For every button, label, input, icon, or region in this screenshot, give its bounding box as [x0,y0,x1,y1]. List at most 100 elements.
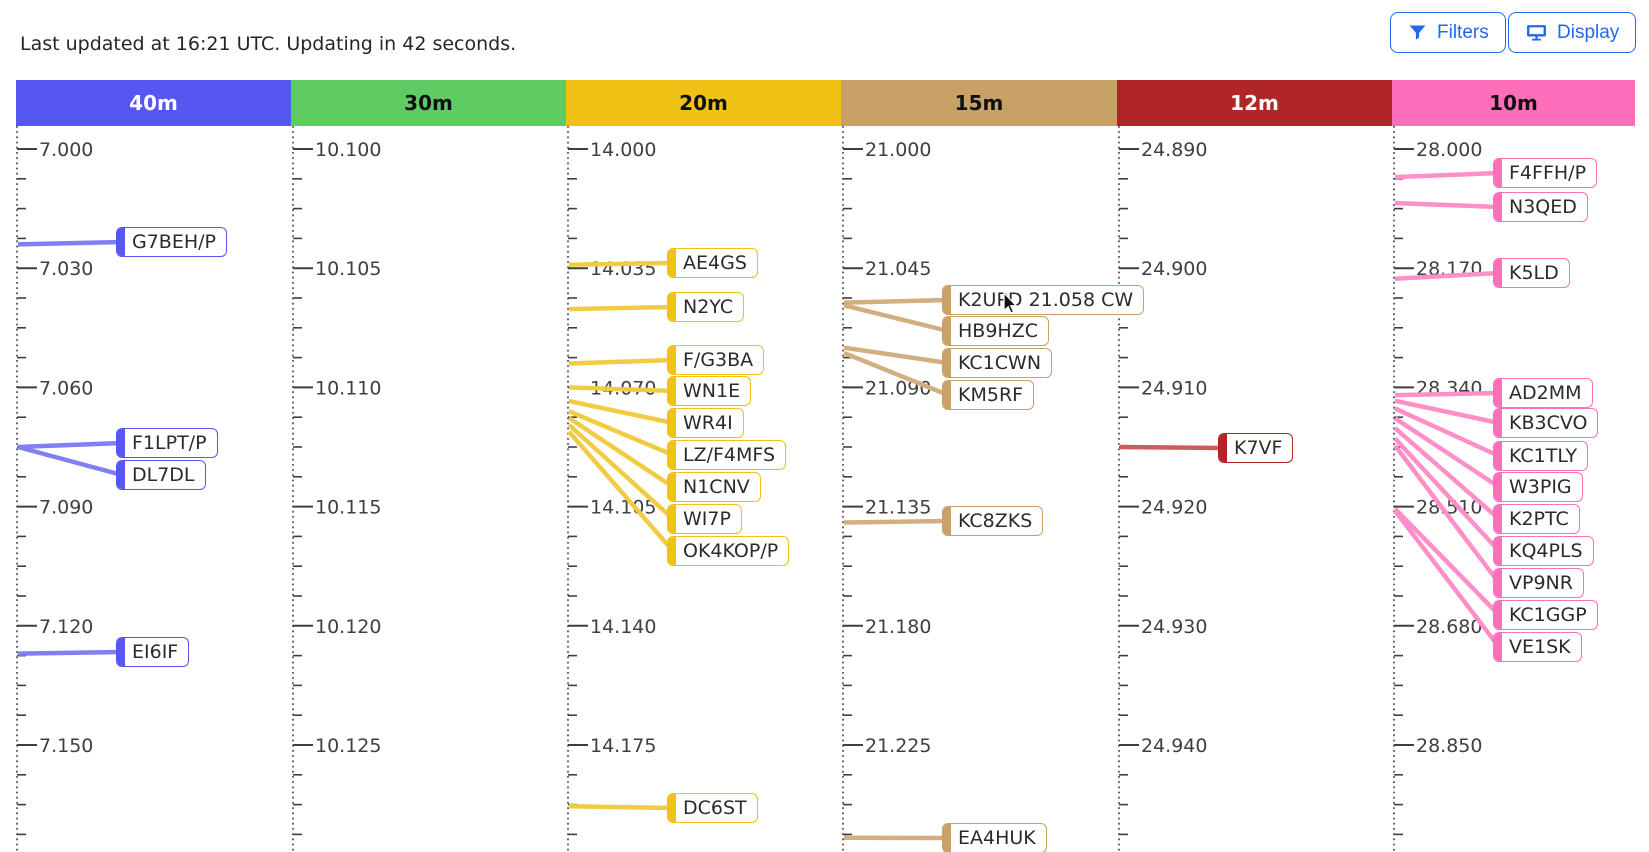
spot-label[interactable]: N1CNV [667,472,761,502]
tick-label: 7.150 [39,735,93,757]
spot-callsign: LZ/F4MFS [683,444,776,466]
spot-accent-bar [1494,537,1502,565]
spot-connector [568,804,674,811]
spot-accent-bar [1494,442,1502,470]
spot-accent-bar [1494,379,1502,407]
spot-connector [843,518,949,525]
tick-label: 14.175 [590,735,656,757]
spot-callsign: AE4GS [683,252,747,274]
spot-accent-bar [1494,473,1502,501]
spot-label[interactable]: KC1CWN [942,348,1053,378]
spot-accent-bar [117,638,125,666]
spot-label-hovered[interactable]: K2UPD 21.058 CW [942,285,1145,315]
spot-connector [1394,406,1500,459]
spot-label[interactable]: WR4I [667,408,744,438]
spot-connector [568,385,674,394]
spot-callsign: G7BEH/P [132,231,216,253]
tick-label: 10.110 [315,377,381,399]
spot-callsign: KC1GGP [1509,604,1587,626]
tick-label: 21.000 [865,139,931,161]
spot-label[interactable]: OK4KOP/P [667,536,790,566]
spot-connector [568,260,674,268]
spot-label[interactable]: DC6ST [667,793,758,823]
tick-label: 10.120 [315,616,381,638]
spot-label[interactable]: N2YC [667,292,745,322]
tick-label: 14.140 [590,616,656,638]
spot-callsign: VE1SK [1509,636,1571,658]
spot-accent-bar [943,317,951,345]
spot-label[interactable]: W3PIG [1493,472,1583,502]
spot-label[interactable]: F4FFH/P [1493,158,1598,188]
spot-accent-bar [943,824,951,852]
spot-callsign: F4FFH/P [1509,162,1587,184]
spot-label[interactable]: DL7DL [116,460,206,490]
spot-callsign: KB3CVO [1509,412,1588,434]
band-header-20m: 20m [566,80,841,126]
spot-label[interactable]: VE1SK [1493,632,1582,662]
tick-label: 24.930 [1141,616,1207,638]
display-icon [1525,22,1548,43]
tick-label: 7.060 [39,377,93,399]
spot-connector [567,423,675,521]
spot-connector [843,350,949,398]
display-button[interactable]: Display [1508,12,1637,53]
spot-label[interactable]: AD2MM [1493,378,1593,408]
spot-label[interactable]: VP9NR [1493,568,1584,598]
spot-callsign: N1CNV [683,476,750,498]
spot-label[interactable]: KC1GGP [1493,600,1598,630]
spot-label[interactable]: N3QED [1493,192,1588,222]
spot-callsign: WI7P [683,508,731,530]
tick-label: 21.090 [865,377,931,399]
spot-accent-bar [943,507,951,535]
spot-label[interactable]: K5LD [1493,258,1570,288]
spot-accent-bar [1494,505,1502,533]
spot-label[interactable]: KC1TLY [1493,441,1589,471]
spot-connector [1394,390,1500,398]
spot-connector [17,444,123,478]
spot-callsign: OK4KOP/P [683,540,779,562]
tick-label: 28.000 [1416,139,1482,161]
spot-label[interactable]: AE4GS [667,248,758,278]
spot-callsign: EA4HUK [958,827,1036,849]
spot-accent-bar [668,346,676,374]
spot-label[interactable]: F1LPT/P [116,428,218,458]
tick-label: 21.180 [865,616,931,638]
tick-label: 10.105 [315,258,381,280]
filters-button[interactable]: Filters [1390,12,1506,53]
spot-accent-bar [668,441,676,469]
spot-label[interactable]: K7VF [1218,433,1294,463]
tick-label: 14.000 [590,139,656,161]
spot-connector [17,440,123,450]
spot-label[interactable]: LZ/F4MFS [667,440,787,470]
spot-accent-bar [668,537,676,565]
spot-callsign: F1LPT/P [132,432,207,454]
tick-label: 21.045 [865,258,931,280]
spot-label[interactable]: EI6IF [116,637,190,667]
spot-callsign: KC8ZKS [958,510,1033,532]
spot-label[interactable]: KC8ZKS [942,506,1044,536]
spot-label[interactable]: KB3CVO [1493,408,1599,438]
spot-accent-bar [1494,409,1502,437]
spot-accent-bar [1494,569,1502,597]
spot-accent-bar [1219,434,1227,462]
spot-connector [567,430,675,553]
spot-callsign: HB9HZC [958,320,1038,342]
band-header-12m: 12m [1117,80,1392,126]
spot-label[interactable]: KQ4PLS [1493,536,1594,566]
tick-label: 24.910 [1141,377,1207,399]
spot-callsign: F/G3BA [683,349,754,371]
spot-callsign: WR4I [683,412,733,434]
spot-label[interactable]: WN1E [667,376,752,406]
spot-label[interactable]: EA4HUK [942,823,1047,852]
spot-label[interactable]: HB9HZC [942,316,1049,346]
spot-label[interactable]: F/G3BA [667,345,765,375]
spot-label[interactable]: K2PTC [1493,504,1580,534]
spot-label[interactable]: KM5RF [942,380,1035,410]
spot-callsign: W3PIG [1509,476,1572,498]
spot-connector [843,345,949,366]
spot-label[interactable]: G7BEH/P [116,227,227,257]
spot-label[interactable]: WI7P [667,504,742,534]
